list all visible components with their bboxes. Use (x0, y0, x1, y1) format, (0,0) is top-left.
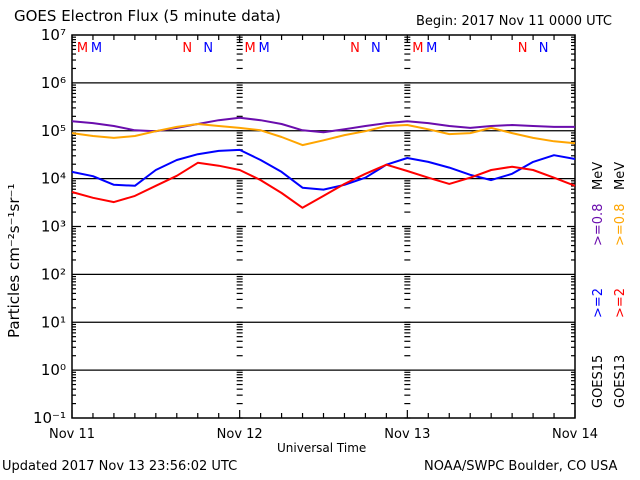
satellite-marker-goes15: N (371, 41, 381, 56)
x-axis-label: Universal Time (277, 441, 367, 455)
legend-entry: >=2 (591, 287, 606, 318)
legend-entry: >=2 (613, 287, 628, 318)
satellite-marker-goes13: N (518, 41, 528, 56)
satellite-marker-goes13: N (182, 41, 192, 56)
y-tick-label: 10⁻¹ (33, 409, 66, 427)
credit-label: NOAA/SWPC Boulder, CO USA (424, 459, 618, 474)
begin-label: Begin: 2017 Nov 11 0000 UTC (416, 14, 612, 29)
y-tick-label: 10⁶ (41, 74, 66, 92)
chart-title: GOES Electron Flux (5 minute data) (14, 7, 281, 25)
satellite-marker-goes13: M (245, 41, 256, 56)
updated-timestamp: Updated 2017 Nov 13 23:56:02 UTC (2, 459, 238, 474)
satellite-marker-goes13: M (77, 41, 88, 56)
satellite-marker-goes15: N (203, 41, 213, 56)
legend-entry: >=0.8 (613, 203, 628, 246)
satellite-marker-goes15: N (539, 41, 549, 56)
satellite-marker-goes15: M (426, 41, 437, 56)
satellite-marker-goes13: N (350, 41, 360, 56)
y-tick-label: 10⁵ (41, 122, 66, 140)
series-line-goes15-2-mev (71, 148, 576, 191)
legend-entry: MeV (613, 161, 628, 190)
y-tick-label: 10³ (41, 218, 66, 236)
x-tick-label: Nov 14 (552, 427, 598, 442)
x-tick-label: Nov 11 (49, 427, 95, 442)
x-tick-label: Nov 13 (384, 427, 430, 442)
legend-satellite-goes13: GOES13 (613, 354, 628, 408)
legend-satellite-goes15: GOES15 (591, 354, 606, 408)
satellite-marker-goes15: M (91, 41, 102, 56)
y-tick-label: 10⁷ (41, 26, 66, 44)
y-tick-label: 10¹ (41, 313, 66, 331)
satellite-marker-goes15: M (259, 41, 270, 56)
y-tick-label: 10² (41, 265, 66, 283)
series-line-goes13-0-8-mev (71, 123, 576, 147)
legend-entry: >=0.8 (591, 203, 606, 246)
y-tick-label: 10⁴ (41, 170, 66, 188)
y-tick-label: 10⁰ (41, 361, 66, 379)
legend-entry: MeV (591, 161, 606, 190)
series-line-goes13-2-mev (71, 161, 576, 209)
satellite-marker-goes13: M (412, 41, 423, 56)
x-tick-label: Nov 12 (217, 427, 263, 442)
